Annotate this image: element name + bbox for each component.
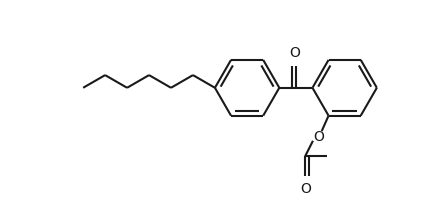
Text: O: O [289,47,300,60]
Text: O: O [313,130,324,144]
Text: O: O [301,182,312,196]
